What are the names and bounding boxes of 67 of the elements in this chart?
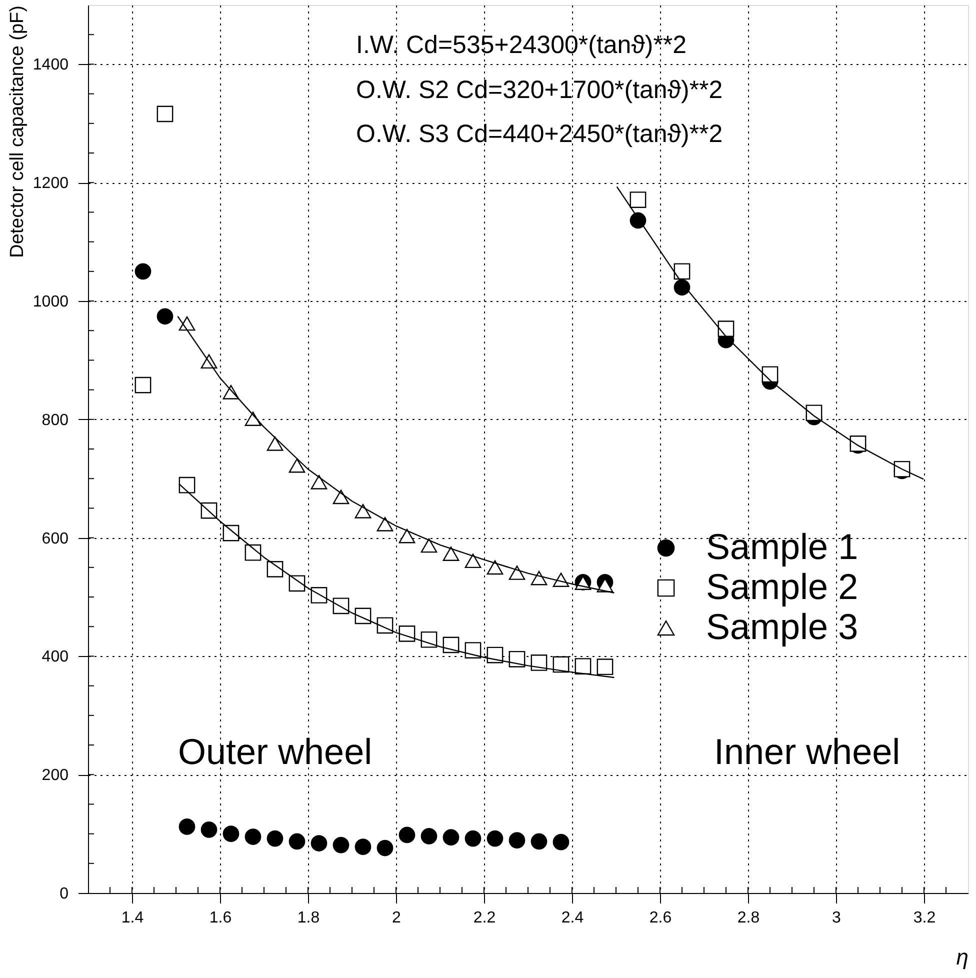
point (552, 834, 570, 850)
point (420, 828, 438, 844)
annotation: O.W. S3 Cd=440+2450*(tanϑ)**2 (356, 120, 723, 148)
point (486, 560, 504, 575)
point (310, 474, 328, 490)
point (200, 821, 218, 838)
y-tick-label: 0 (60, 886, 69, 902)
point (376, 840, 394, 856)
x-tick-label: 3.2 (913, 910, 936, 926)
point (376, 517, 394, 532)
x-axis-title: η (956, 944, 968, 970)
point (354, 504, 372, 518)
point (310, 835, 328, 852)
x-tick-label: 2.4 (561, 910, 584, 926)
y-tick-label: 1200 (32, 175, 69, 192)
x-tick-label: 2.6 (649, 910, 672, 926)
point (420, 538, 438, 553)
annotation: I.W. Cd=535+24300*(tanϑ)**2 (356, 31, 687, 59)
x-tick-label: 3 (832, 910, 842, 926)
y-tick-label: 1000 (32, 294, 69, 310)
legend-label: Sample 2 (706, 566, 858, 607)
x-tick-label: 2 (392, 910, 402, 926)
x-tick-label: 1.8 (297, 910, 320, 926)
point (806, 404, 822, 422)
y-tick-label: 400 (42, 648, 69, 666)
point (674, 279, 690, 296)
annotation: O.W. S2 Cd=320+1700*(tanϑ)**2 (356, 76, 723, 104)
point (332, 490, 350, 504)
point (244, 828, 262, 845)
point (156, 308, 174, 325)
point (464, 554, 482, 568)
point (762, 366, 778, 383)
point (178, 818, 196, 835)
annotation: Inner wheel (714, 731, 900, 772)
y-tick-label: 600 (42, 530, 69, 548)
point (332, 836, 350, 854)
point (508, 832, 526, 848)
point (464, 830, 482, 847)
point (530, 833, 548, 850)
point (630, 212, 646, 229)
point (398, 826, 416, 844)
point (288, 833, 306, 850)
point (486, 830, 504, 847)
x-tick-label: 1.6 (209, 910, 232, 926)
y-tick-label: 1400 (32, 56, 69, 74)
point (266, 830, 284, 847)
point (288, 458, 306, 473)
y-axis-title: Detector cell capacitance (pF) (6, 6, 28, 258)
point (222, 826, 240, 842)
legend-label: Sample 3 (706, 606, 858, 647)
point (530, 570, 548, 586)
legend-label: Sample 1 (706, 526, 858, 567)
x-tick-label: 2.2 (473, 910, 496, 926)
point (178, 316, 196, 331)
point (442, 829, 460, 846)
y-tick-label: 800 (42, 412, 69, 429)
point (244, 412, 262, 426)
point (508, 566, 526, 580)
point (398, 528, 416, 544)
x-tick-label: 1.4 (121, 910, 144, 926)
x-tick-label: 2.8 (737, 910, 760, 926)
annotation: Outer wheel (178, 731, 372, 772)
point (134, 263, 152, 280)
point (442, 546, 460, 561)
y-tick-label: 200 (42, 767, 69, 784)
point (266, 436, 284, 451)
point (354, 838, 372, 855)
